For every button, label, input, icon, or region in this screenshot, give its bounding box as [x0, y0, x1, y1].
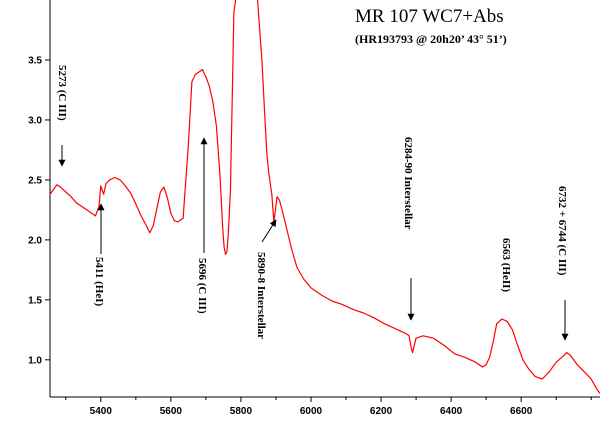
y-tick-label: 3.0	[28, 115, 42, 126]
annotation-label: 5411 (HeI)	[93, 257, 105, 307]
annotation-5890: 5890-8 Interstellar	[255, 219, 277, 339]
x-tick-label: 6600	[510, 406, 533, 417]
x-tick-label: 6400	[440, 406, 463, 417]
annotation-6563: 6563 (HeII)	[500, 238, 512, 292]
y-tick-label: 3.5	[28, 55, 42, 66]
annotation-label: 6284-90 Interstellar	[402, 137, 414, 230]
annotation-5696: 5696 (C III)	[196, 137, 208, 314]
annotation-label: 6563 (HeII)	[500, 238, 512, 292]
x-tick-label: 5600	[160, 406, 183, 417]
annotation-arrow	[261, 219, 277, 243]
annotation-label: 5890-8 Interstellar	[255, 252, 267, 339]
x-tick-label: 6000	[300, 406, 323, 417]
annotation-6732: 6732 + 6744 (C III)	[556, 186, 569, 341]
y-tick-label: 2.0	[28, 235, 42, 246]
chart-title: MR 107 WC7+Abs	[355, 6, 504, 27]
x-tick-label: 5800	[230, 406, 253, 417]
annotation-label: 5696 (C III)	[196, 258, 208, 314]
y-axis-ticks: 1.0 1.5 2.0 2.5 3.0 3.5	[28, 55, 50, 366]
y-tick-label: 1.5	[28, 295, 42, 306]
x-tick-label: 5400	[90, 406, 113, 417]
spectrum-series-line	[50, 0, 600, 394]
annotation-5411: 5411 (HeI)	[93, 203, 105, 307]
annotation-label: 6732 + 6744 (C III)	[556, 186, 568, 276]
annotation-6284: 6284-90 Interstellar	[402, 137, 415, 321]
x-tick-label: 6200	[370, 406, 393, 417]
x-axis-ticks: 5400 5600 5800 6000 6200 6400 6600	[65, 397, 592, 417]
y-tick-label: 1.0	[28, 355, 42, 366]
annotation-label: 5273 (C III)	[56, 65, 68, 121]
annotation-5273: 5273 (C III)	[56, 65, 68, 167]
chart-subtitle: (HR193793 @ 20h20’ 43° 51’)	[355, 32, 507, 46]
y-tick-label: 2.5	[28, 175, 42, 186]
